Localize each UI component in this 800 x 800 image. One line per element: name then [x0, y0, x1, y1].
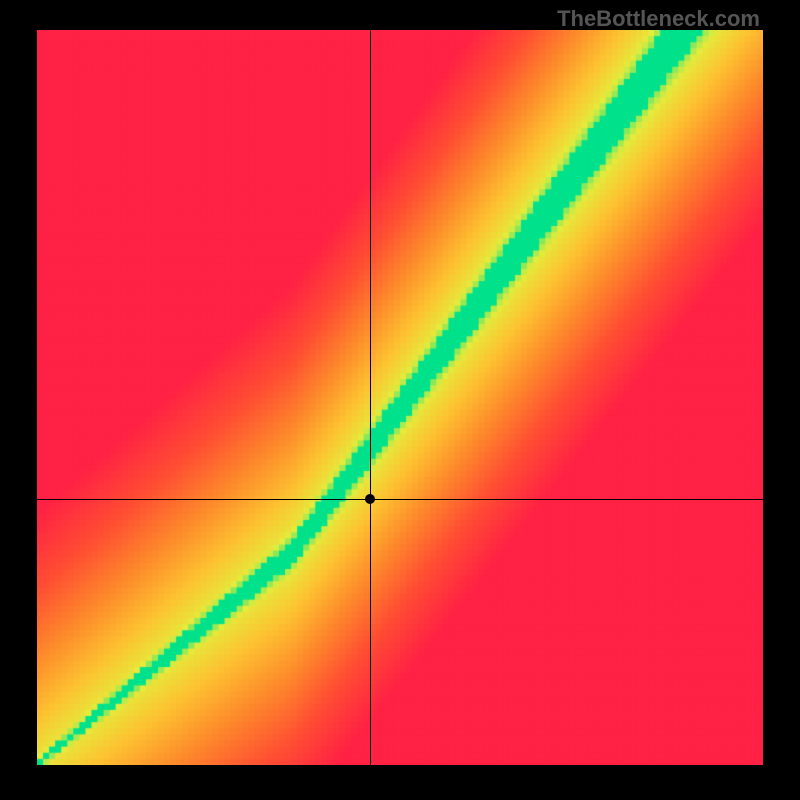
crosshair-vertical [370, 30, 371, 765]
chart-container: TheBottleneck.com [0, 0, 800, 800]
plot-area [37, 30, 763, 765]
marker-point [365, 494, 375, 504]
crosshair-horizontal [37, 499, 763, 500]
heatmap-canvas [37, 30, 763, 765]
watermark-text: TheBottleneck.com [557, 6, 760, 32]
